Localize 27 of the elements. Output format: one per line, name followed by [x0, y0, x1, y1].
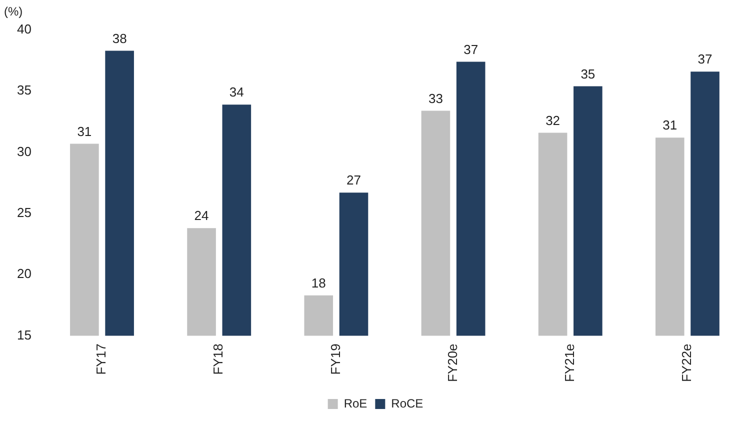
x-tick-label: FY22e — [679, 344, 694, 382]
y-tick-label: 20 — [16, 266, 32, 282]
y-tick-label: 30 — [16, 144, 32, 159]
data-label: 31 — [662, 118, 678, 133]
x-tick-label: FY19 — [328, 344, 343, 375]
x-tick-label: FY18 — [210, 344, 226, 375]
data-label: 33 — [428, 90, 443, 106]
data-label: 24 — [194, 208, 209, 224]
y-tick-label: 40 — [16, 22, 32, 37]
data-label: 27 — [346, 172, 361, 188]
y-tick-label: 35 — [16, 82, 32, 98]
x-tick-label: FY20e — [444, 344, 460, 382]
y-axis-title: (%) — [4, 4, 23, 18]
data-label: 37 — [698, 52, 712, 67]
x-tick-label: FY17 — [94, 344, 109, 375]
legend-label: RoCE — [391, 396, 424, 410]
legend-label: RoE — [344, 396, 368, 410]
y-tick-label: 15 — [16, 327, 32, 342]
data-label: 38 — [112, 30, 127, 46]
x-tick-label: FY21e — [562, 344, 577, 382]
data-label: 35 — [580, 66, 596, 82]
data-label: 31 — [77, 124, 92, 139]
data-label: 32 — [546, 112, 560, 128]
data-label: 18 — [311, 275, 326, 290]
y-tick-label: 25 — [16, 204, 32, 220]
data-label: 37 — [464, 42, 478, 57]
data-label: 34 — [229, 84, 244, 100]
